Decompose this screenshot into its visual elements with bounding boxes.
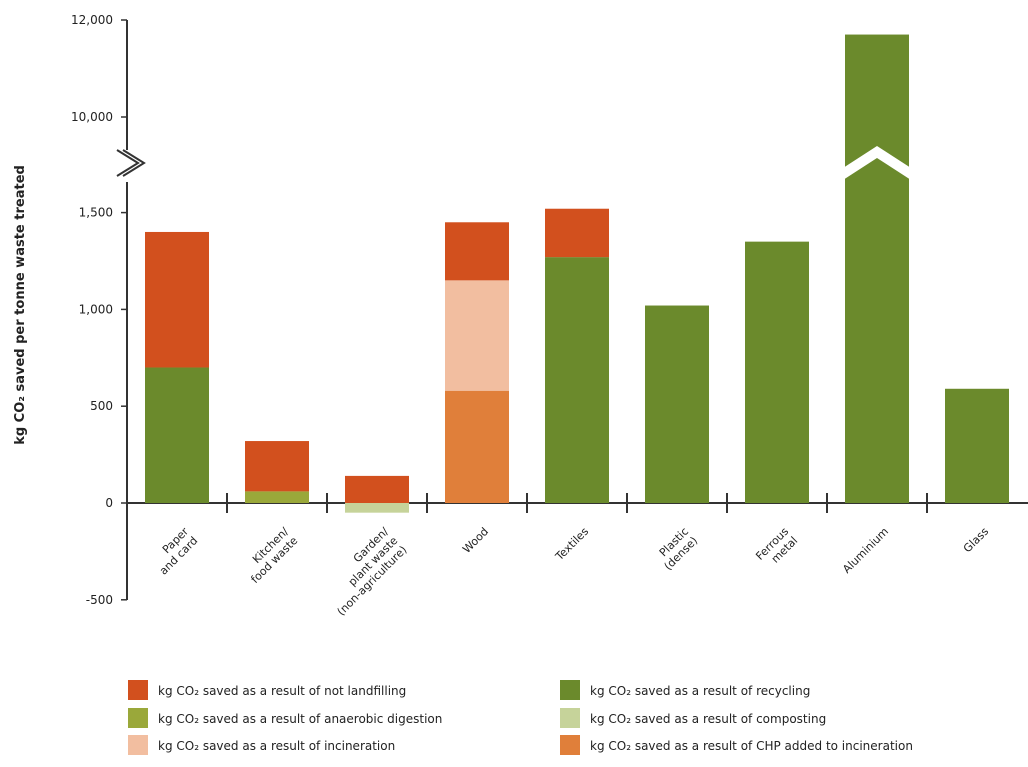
x-category-label: Textiles: [552, 525, 591, 564]
legend-swatch-incineration: [128, 735, 148, 755]
y-tick-label: 10,000: [71, 110, 113, 124]
bar-segment-landfill: [345, 475, 409, 503]
x-category-label-line: Glass: [961, 525, 991, 555]
x-category-label: Glass: [961, 525, 991, 555]
y-tick-label: 1,500: [79, 206, 113, 220]
legend-swatch-ad: [128, 708, 148, 728]
y-axis-break-mark: [122, 149, 146, 177]
bars: [145, 34, 1009, 513]
y-tick-label: 12,000: [71, 13, 113, 27]
legend-swatch-composting: [560, 708, 580, 728]
legend-swatch-landfill: [128, 680, 148, 700]
y-tick-label: -500: [86, 593, 113, 607]
y-axis-title: kg CO₂ saved per tonne waste treated: [13, 165, 28, 445]
bar-segment-recycling: [845, 34, 909, 504]
bar-segment-recycling: [645, 305, 709, 503]
legend-label-chp: kg CO₂ saved as a result of CHP added to…: [590, 739, 913, 753]
axis-break-marks: [116, 146, 911, 180]
bar-segment-recycling: [745, 241, 809, 503]
y-axis-break-mark: [116, 149, 140, 177]
bar-segment-composting: [345, 503, 409, 513]
x-category-label: Wood: [460, 525, 491, 556]
x-category-label: Plastic(dense): [657, 525, 701, 573]
legend-swatch-chp: [560, 735, 580, 755]
y-tick-label: 0: [105, 496, 113, 510]
bar-segment-landfill: [545, 208, 609, 258]
bar-segment-recycling: [145, 367, 209, 503]
legend-label-composting: kg CO₂ saved as a result of composting: [590, 712, 826, 726]
bar-segment-landfill: [145, 231, 209, 368]
bar-break-mark: [843, 146, 911, 180]
legend: kg CO₂ saved as a result of not landfill…: [128, 680, 913, 755]
x-category-label: Aluminium: [840, 525, 891, 576]
bar-segment-landfill: [245, 441, 309, 492]
bar-segment-landfill: [445, 222, 509, 281]
x-category-label-line: Wood: [460, 525, 491, 556]
x-category-label: Kitchen/food waste: [248, 525, 300, 586]
legend-label-recycling: kg CO₂ saved as a result of recycling: [590, 684, 810, 698]
bar-segment-ad: [245, 491, 309, 503]
bar-segment-recycling: [945, 388, 1009, 503]
bar-segment-chp: [445, 390, 509, 503]
legend-swatch-recycling: [560, 680, 580, 700]
x-category-label-line: Aluminium: [840, 525, 891, 576]
y-tick-label: 500: [90, 399, 113, 413]
x-category-label-line: Textiles: [552, 525, 591, 564]
y-tick-label: 1,000: [79, 302, 113, 316]
legend-label-incineration: kg CO₂ saved as a result of incineration: [158, 739, 395, 753]
x-category-label: Garden/plant waste(non-agriculture): [335, 525, 410, 618]
bar-segment-incineration: [445, 280, 509, 391]
legend-label-landfill: kg CO₂ saved as a result of not landfill…: [158, 684, 406, 698]
legend-label-ad: kg CO₂ saved as a result of anaerobic di…: [158, 712, 442, 726]
bar-segment-recycling: [545, 257, 609, 503]
